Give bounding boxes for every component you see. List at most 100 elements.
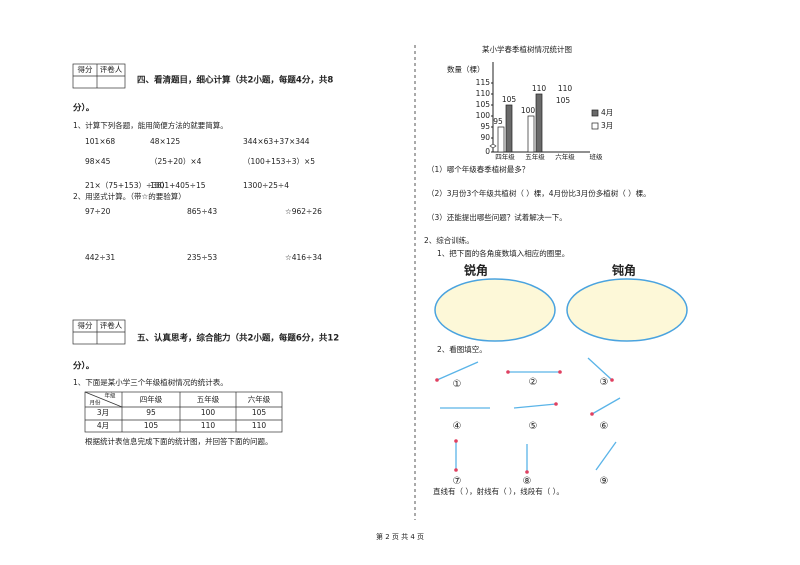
table-cell: 100	[201, 408, 216, 417]
expression: 98×45	[85, 157, 111, 166]
annotation: 105	[556, 96, 571, 105]
table-cell: 105	[252, 408, 267, 417]
table-cell: 110	[252, 421, 267, 430]
figure-label: ⑤	[529, 421, 538, 432]
calc-rows: 101×68 48×125 344×63+37×344 98×45 （25+20）×4 （…	[85, 137, 315, 190]
question: 1、计算下列各题，能用简便方法的就要简算。	[73, 120, 228, 130]
axis-label: 班级	[590, 152, 604, 161]
score-label: 评卷人	[100, 320, 123, 330]
table-header: 四年级	[140, 394, 163, 404]
score-label: 评卷人	[100, 64, 123, 74]
y-tick-label: 100	[476, 111, 491, 120]
question: 1、把下面的各角度数填入相应的圈里。	[437, 248, 569, 258]
x-tick-label: 五年级	[525, 152, 545, 161]
legend-swatch	[591, 122, 599, 130]
data-label: 100	[521, 106, 536, 115]
expression: 344×63+37×344	[243, 137, 310, 146]
point	[506, 370, 510, 374]
question: （3）还能提出哪些问题？试着解决一下。	[427, 212, 567, 222]
table-border	[84, 391, 283, 433]
figure-line	[513, 403, 557, 409]
figure-label: ③	[600, 377, 609, 388]
point	[558, 370, 562, 374]
question: 直线有（ ），射线有（ ），线段有（ ）。	[433, 486, 564, 496]
score-label: 得分	[78, 320, 93, 330]
figure-line	[587, 357, 613, 381]
y-tick-label: 0	[485, 147, 490, 156]
point	[554, 402, 558, 406]
note: 根据统计表信息完成下面的统计图，并回答下面的问题。	[85, 436, 273, 446]
circle-label: 锐角	[464, 263, 488, 278]
table-header: 五年级	[197, 394, 220, 404]
question: 2、用竖式计算。（带☆的要验算）	[73, 191, 186, 201]
score-label: 得分	[78, 64, 93, 74]
table-corner: 月份	[89, 399, 101, 407]
axis-break	[489, 143, 497, 149]
table-header: 六年级	[248, 394, 271, 404]
point	[610, 378, 614, 382]
figure-label: ⑦	[453, 476, 462, 487]
legend-label: 3月	[601, 121, 613, 130]
table-cells: 四年级 五年级 六年级 3月 95 100 105 4月 105 110 110	[97, 394, 271, 430]
expression: 865÷43	[187, 207, 217, 216]
figure-label: ⑧	[523, 476, 532, 487]
figure-labels: ① ② ③ ④ ⑤ ⑥ ⑦ ⑧ ⑨	[453, 377, 609, 487]
data-label: 105	[502, 95, 517, 104]
annotation: 110	[558, 84, 573, 93]
x-tick-label: 六年级	[555, 152, 575, 161]
table-cell: 3月	[97, 408, 109, 417]
section-heading: 分）。	[73, 103, 94, 114]
figure-line	[591, 397, 621, 415]
figure-label: ⑨	[600, 476, 609, 487]
bar	[497, 126, 505, 153]
point	[525, 470, 529, 474]
expression: 1301+405÷15	[150, 181, 206, 190]
figures: ① ② ③ ④ ⑤ ⑥ ⑦ ⑧ ⑨	[435, 357, 621, 487]
question: 2、看图填空。	[437, 344, 487, 354]
bar	[535, 93, 543, 153]
point	[454, 439, 458, 443]
bar	[527, 115, 535, 153]
question: 2、综合训练。	[424, 235, 474, 245]
table-cell: 110	[201, 421, 216, 430]
expression: （25+20）×4	[150, 157, 202, 166]
point	[590, 412, 594, 416]
y-tick-label: 115	[476, 78, 491, 87]
section-heading: 四、看清题目，细心计算（共2小题，每题4分，共8	[137, 75, 333, 86]
figure-label: ④	[453, 421, 462, 432]
table-diagonal	[84, 391, 123, 408]
answer-circle	[566, 278, 688, 342]
expression: ☆962÷26	[285, 207, 322, 216]
calc-rows: 97÷20 865÷43 ☆962÷26 442÷31 235÷53 ☆416÷34	[85, 207, 322, 262]
y-tick-label: 95	[480, 122, 490, 131]
table-cell: 4月	[97, 421, 109, 430]
data-label: 110	[532, 84, 547, 93]
answer-circle	[434, 278, 556, 342]
table-cell: 95	[146, 408, 156, 417]
table-corner: 年级	[104, 392, 116, 400]
point	[435, 378, 439, 382]
axis-label: 数量（棵）	[447, 64, 485, 74]
question: （1）哪个年级春季植树最多？	[427, 164, 529, 174]
expression: 101×68	[85, 137, 115, 146]
expression: ☆416÷34	[285, 253, 322, 262]
x-tick-label: 四年级	[495, 152, 515, 161]
figure-label: ⑥	[600, 421, 609, 432]
page-footer: 第 2 页 共 4 页	[376, 532, 424, 541]
circle-label: 钝角	[611, 263, 636, 278]
section-heading: 五、认真思考，综合能力（共2小题，每题6分，共12	[137, 333, 339, 344]
y-tick-label: 90	[480, 133, 490, 142]
expression: 235÷53	[187, 253, 217, 262]
legend-swatch	[591, 109, 599, 117]
expression: 97÷20	[85, 207, 111, 216]
figure-line	[436, 361, 479, 381]
table-cell: 105	[144, 421, 159, 430]
data-label: 95	[493, 117, 503, 126]
point	[454, 468, 458, 472]
y-tick-label: 105	[476, 100, 491, 109]
expression: 1300÷25÷4	[243, 181, 289, 190]
section-heading: 分）。	[73, 361, 94, 372]
figure-line	[595, 441, 617, 471]
